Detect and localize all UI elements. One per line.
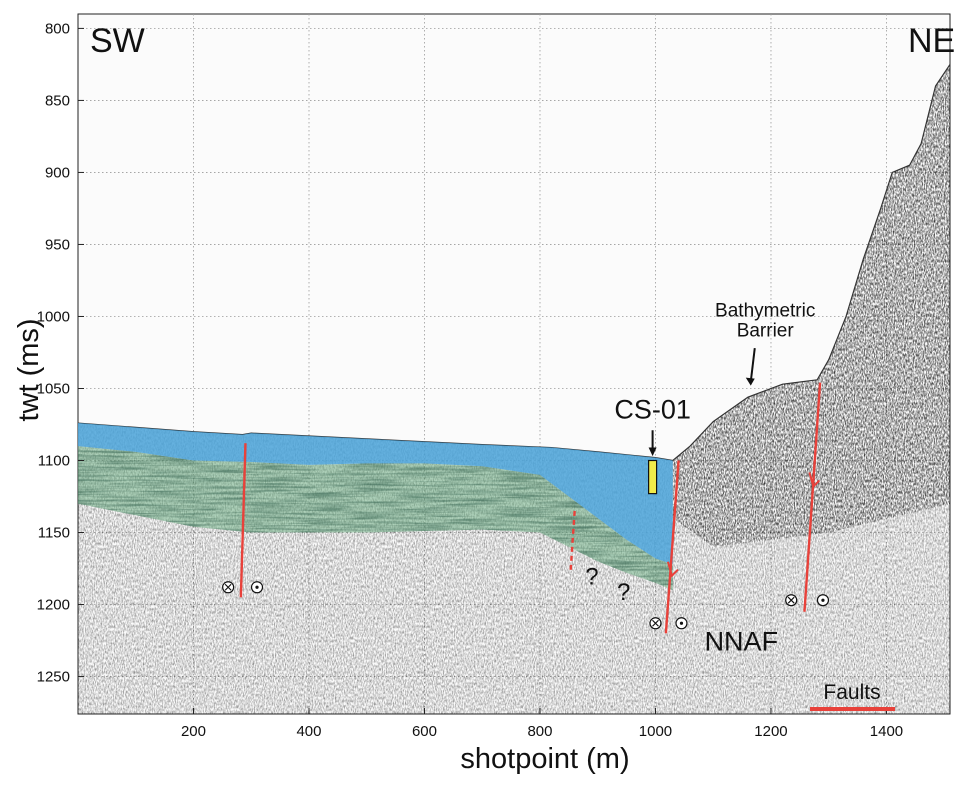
seafloor-reflector xyxy=(78,64,950,462)
y-tick-label: 1050 xyxy=(37,380,70,397)
barrier-label-line2: Barrier xyxy=(737,321,795,342)
fault-line xyxy=(803,382,822,612)
barrier-label-line1: Bathymetric xyxy=(715,300,815,321)
x-axis-label: shotpoint (m) xyxy=(460,743,629,775)
green-unit-layering xyxy=(78,446,673,591)
y-tick-label: 1100 xyxy=(38,453,70,470)
legend-label: Faults xyxy=(823,681,880,704)
blue-sediment-unit xyxy=(78,423,673,565)
x-tick-label: 200 xyxy=(181,723,206,740)
barrier-arrowhead xyxy=(745,377,755,386)
y-tick-label: 1200 xyxy=(37,597,70,614)
toward-motion-icon xyxy=(250,581,264,594)
sw-label: SW xyxy=(90,22,145,60)
away-motion-icon xyxy=(649,617,662,630)
nnaf-label: NNAF xyxy=(705,627,779,657)
fault-line xyxy=(239,443,247,598)
away-motion-icon xyxy=(222,581,235,594)
bathymetric-barrier-reflectors xyxy=(672,64,950,547)
core-site-arrowhead xyxy=(648,447,657,457)
question-mark: ? xyxy=(585,563,598,590)
y-tick-label: 1000 xyxy=(37,308,70,325)
fault-motion-symbols xyxy=(222,581,830,630)
x-tick-label: 1200 xyxy=(754,723,787,740)
y-tick-label: 800 xyxy=(45,20,70,37)
y-tick-label: 1250 xyxy=(37,669,70,686)
core-site-marker xyxy=(647,459,658,495)
toward-motion-icon xyxy=(675,617,688,630)
y-axis-label: twt (ms) xyxy=(13,318,45,421)
toward-motion-icon xyxy=(816,594,830,607)
fault-line xyxy=(664,460,680,634)
y-tick-label: 850 xyxy=(45,92,70,109)
x-tick-label: 400 xyxy=(296,723,321,740)
away-motion-icon xyxy=(785,594,798,607)
question-mark: ? xyxy=(617,579,630,606)
fault-slip-arrow xyxy=(666,561,679,578)
seismic-basement xyxy=(78,64,950,714)
ne-label: NE xyxy=(908,22,955,60)
seismic-reflections xyxy=(78,64,950,714)
x-tick-label: 1000 xyxy=(639,723,672,740)
y-tick-label: 950 xyxy=(45,236,70,253)
faults xyxy=(239,382,822,634)
y-axis-ticks: 800 850 900 950 1000 1050 1100 1150 1200 1250 xyxy=(37,20,84,686)
y-tick-label: 1150 xyxy=(38,525,70,542)
barrier-arrow xyxy=(749,348,756,382)
sediment-units xyxy=(78,423,673,591)
x-tick-label: 600 xyxy=(412,723,437,740)
legend: Faults xyxy=(810,681,895,711)
x-tick-label: 800 xyxy=(527,723,552,740)
x-tick-label: 1400 xyxy=(870,723,903,740)
core-site-label: CS-01 xyxy=(614,395,691,425)
x-axis-ticks: 200 400 600 800 1000 1200 1400 xyxy=(181,708,903,740)
y-tick-label: 900 xyxy=(45,164,70,181)
fault-line xyxy=(569,510,576,572)
fault-slip-arrow xyxy=(808,472,821,489)
